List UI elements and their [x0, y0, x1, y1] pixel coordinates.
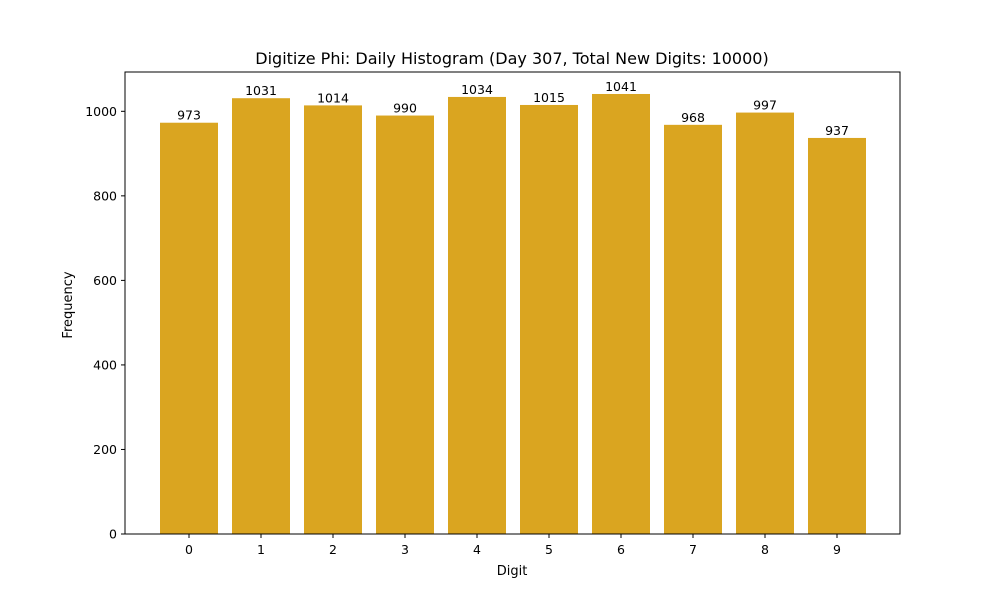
bar-digit-1	[232, 98, 290, 534]
value-label-digit-0: 973	[177, 108, 201, 123]
y-axis-label: Frequency	[61, 271, 76, 338]
x-tick-label: 5	[545, 542, 553, 557]
x-tick-label: 3	[401, 542, 409, 557]
x-tick-label: 4	[473, 542, 481, 557]
y-tick-label: 200	[93, 442, 117, 457]
x-tick-label: 0	[185, 542, 193, 557]
x-axis: 0 1 2 3 4 5 6 7 8 9	[185, 534, 841, 557]
bar-digit-6	[592, 93, 650, 535]
value-label-digit-7: 968	[681, 110, 705, 125]
bar-digit-7	[664, 124, 722, 534]
x-tick-label: 8	[761, 542, 769, 557]
value-label-digit-5: 1015	[533, 90, 565, 105]
value-label-digit-6: 1041	[605, 79, 637, 94]
x-tick-label: 7	[689, 542, 697, 557]
bar-digit-2	[304, 105, 362, 535]
value-label-digit-8: 997	[753, 98, 777, 113]
y-axis: 0 200 400 600 800 1000	[85, 104, 125, 542]
bars-group	[160, 93, 866, 535]
y-tick-label: 0	[109, 527, 117, 542]
y-tick-label: 800	[93, 188, 117, 203]
y-tick-label: 1000	[85, 104, 117, 119]
y-tick-label: 400	[93, 357, 117, 372]
bar-digit-9	[808, 137, 866, 534]
value-label-digit-1: 1031	[245, 83, 277, 98]
value-label-digit-9: 937	[825, 123, 849, 138]
bar-digit-3	[376, 115, 434, 535]
value-labels-group: 973 1031 1014 990 1034 1015 1041 968 997 937	[177, 79, 849, 138]
x-tick-label: 6	[617, 542, 625, 557]
plot-frame	[124, 71, 901, 535]
value-label-digit-2: 1014	[317, 90, 349, 105]
bar-digit-4	[448, 96, 506, 535]
bar-digit-8	[736, 112, 794, 535]
bar-digit-5	[520, 104, 578, 534]
x-tick-label: 9	[833, 542, 841, 557]
chart-title: Digitize Phi: Daily Histogram (Day 307, …	[255, 49, 768, 68]
x-axis-label: Digit	[497, 564, 528, 579]
x-tick-label: 1	[257, 542, 265, 557]
x-tick-label: 2	[329, 542, 337, 557]
y-tick-label: 600	[93, 273, 117, 288]
value-label-digit-4: 1034	[461, 82, 493, 97]
bar-digit-0	[160, 122, 218, 534]
value-label-digit-3: 990	[393, 101, 417, 116]
